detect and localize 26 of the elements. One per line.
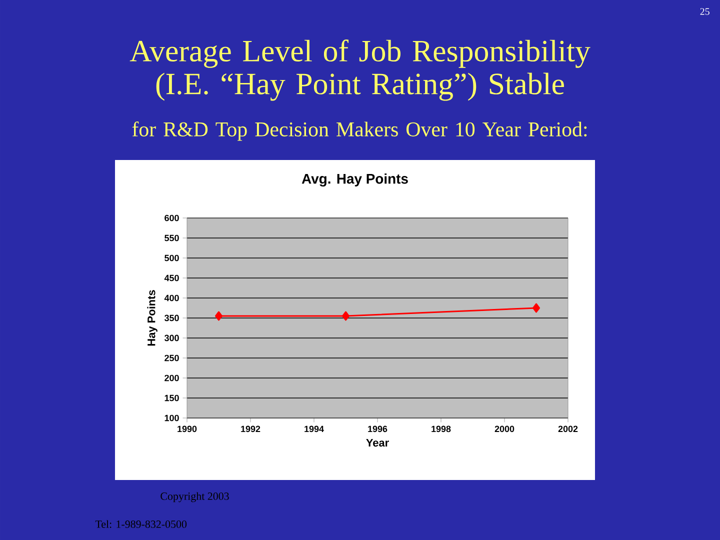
x-tick-label: 1994: [304, 426, 324, 432]
y-axis-title: Hay Points: [147, 290, 158, 346]
text: 25: [700, 8, 710, 15]
y-tick-label: 150: [164, 394, 179, 402]
y-tick-label: 400: [164, 294, 179, 302]
x-axis-title: Year: [366, 438, 389, 447]
x-tick-label: 1990: [178, 426, 197, 432]
y-tick-label: 500: [164, 254, 179, 262]
y-tick-label: 250: [164, 354, 179, 362]
x-tick-label: 2000: [494, 426, 514, 432]
chart-title: Average Level of Job Responsibility (I.E. “Hay Point Rating”) Stable: [130, 40, 590, 101]
x-tick-label: 2002: [558, 426, 578, 432]
y-tick-label: 450: [164, 274, 179, 282]
y-tick-label: 300: [164, 334, 179, 342]
y-tick-label: 350: [164, 314, 179, 322]
text: Avg. Hay Points: [302, 173, 408, 187]
text: Copyright 2003: [160, 492, 229, 502]
text: Tel: 1-989-832-0500: [95, 520, 187, 528]
x-tick-label: 1998: [432, 426, 451, 432]
y-tick-label: 550: [164, 234, 179, 242]
y-tick-label: 600: [164, 214, 179, 222]
y-tick-label: 100: [164, 414, 179, 422]
x-tick-label: 1992: [241, 426, 260, 432]
chart-subtitle: for R&D Top Decision Makers Over 10 Year Period:: [132, 122, 587, 141]
y-tick-label: 200: [164, 374, 179, 382]
x-tick-label: 1996: [368, 426, 388, 432]
